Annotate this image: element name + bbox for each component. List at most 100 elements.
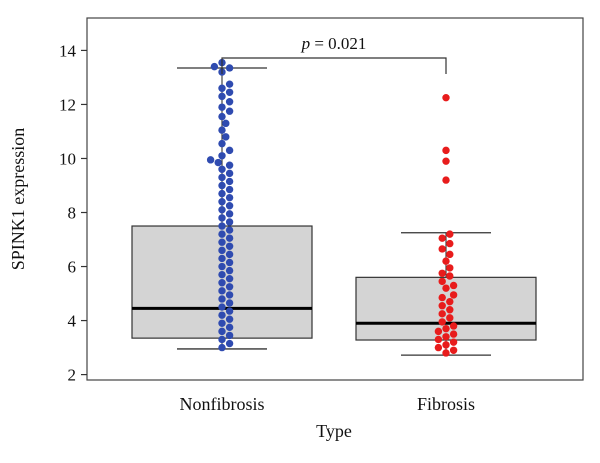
y-axis-title: SPINK1 expression xyxy=(8,128,28,271)
fibrosis-point xyxy=(449,346,458,354)
nonfibrosis-point xyxy=(218,279,226,287)
nonfibrosis-point xyxy=(218,246,226,255)
fibrosis-point xyxy=(442,324,450,333)
fibrosis-point xyxy=(449,291,458,299)
nonfibrosis-point xyxy=(218,103,226,111)
x-axis-title: Type xyxy=(316,421,352,441)
nonfibrosis-point xyxy=(218,206,226,214)
fibrosis-point xyxy=(446,250,454,259)
y-tick-label-8: 8 xyxy=(68,204,77,223)
fibrosis-point xyxy=(442,284,450,292)
y-tick-label-6: 6 xyxy=(68,258,77,277)
nonfibrosis-point xyxy=(218,319,226,327)
fibrosis-point xyxy=(442,176,450,184)
nonfibrosis-point xyxy=(225,307,234,315)
fibrosis-point xyxy=(438,234,446,242)
significance-bracket xyxy=(221,57,447,74)
nonfibrosis-point xyxy=(218,198,226,206)
fibrosis-point xyxy=(438,310,446,318)
nonfibrosis-point xyxy=(218,262,226,271)
nonfibrosis-point xyxy=(218,303,226,311)
nonfibrosis-point xyxy=(225,146,234,155)
fibrosis-point xyxy=(438,293,446,302)
nonfibrosis-point xyxy=(225,283,234,291)
category-label-fibrosis: Fibrosis xyxy=(417,394,475,414)
data-points xyxy=(206,58,458,357)
y-tick-label-2: 2 xyxy=(68,366,77,385)
fibrosis-point xyxy=(449,281,458,290)
nonfibrosis-point xyxy=(218,270,226,279)
nonfibrosis-point xyxy=(225,323,234,332)
nonfibrosis-point xyxy=(225,210,234,218)
fibrosis-point xyxy=(446,239,454,248)
nonfibrosis-point xyxy=(225,202,234,210)
nonfibrosis-point xyxy=(218,311,226,319)
nonfibrosis-point xyxy=(214,158,222,167)
nonfibrosis-point xyxy=(225,161,234,169)
significance-annotation: p = 0.021 xyxy=(221,34,447,74)
nonfibrosis-point xyxy=(225,88,234,96)
fibrosis-point xyxy=(446,314,454,322)
nonfibrosis-point xyxy=(218,92,226,101)
nonfibrosis-point xyxy=(225,177,234,186)
category-label-nonfibrosis: Nonfibrosis xyxy=(180,394,265,414)
nonfibrosis-point xyxy=(222,119,230,128)
fibrosis-point xyxy=(438,302,446,310)
nonfibrosis-point xyxy=(225,331,234,340)
nonfibrosis-point xyxy=(225,226,234,234)
fibrosis-point xyxy=(449,338,458,346)
fibrosis-point xyxy=(442,257,450,265)
nonfibrosis-point xyxy=(225,266,234,275)
fibrosis-point xyxy=(442,341,450,349)
fibrosis-point xyxy=(438,318,446,326)
nonfibrosis-point xyxy=(225,291,234,299)
fibrosis-point xyxy=(446,306,454,314)
nonfibrosis-point xyxy=(225,64,234,72)
nonfibrosis-point xyxy=(218,165,226,173)
fibrosis-point xyxy=(434,335,443,344)
fibrosis-point xyxy=(446,230,454,238)
nonfibrosis-point xyxy=(218,152,226,160)
nonfibrosis-point xyxy=(218,327,226,336)
fibrosis-point xyxy=(442,93,450,102)
y-tick-label-4: 4 xyxy=(68,312,77,331)
nonfibrosis-point xyxy=(225,193,234,202)
nonfibrosis-point xyxy=(218,230,226,238)
nonfibrosis-point xyxy=(206,156,215,164)
y-tick-label-10: 10 xyxy=(59,149,76,168)
nonfibrosis-point xyxy=(218,181,226,190)
fibrosis-point xyxy=(438,277,446,286)
nonfibrosis-point xyxy=(225,98,234,106)
fibrosis-point xyxy=(449,322,458,330)
nonfibrosis-point xyxy=(218,189,226,198)
nonfibrosis-point xyxy=(218,335,226,344)
y-tick-label-12: 12 xyxy=(59,95,76,114)
fibrosis-point xyxy=(449,330,458,338)
nonfibrosis-point xyxy=(225,185,234,194)
nonfibrosis-point xyxy=(218,84,226,92)
fibrosis-point xyxy=(446,272,454,280)
nonfibrosis-point xyxy=(225,315,234,323)
fibrosis-point xyxy=(434,343,443,352)
nonfibrosis-point xyxy=(218,254,226,263)
nonfibrosis-point xyxy=(225,250,234,259)
y-axis: 2 4 6 8 10 12 14 xyxy=(59,41,87,385)
nonfibrosis-point xyxy=(218,295,226,303)
nonfibrosis-point xyxy=(218,214,226,222)
nonfibrosis-point xyxy=(225,80,234,88)
p-value-label: p = 0.021 xyxy=(301,34,367,53)
fibrosis-point xyxy=(434,327,443,336)
nonfibrosis-point xyxy=(225,242,234,250)
fibrosis-point xyxy=(446,297,454,306)
nonfibrosis-point xyxy=(225,274,234,283)
nonfibrosis-point xyxy=(210,62,219,71)
fibrosis-point xyxy=(438,245,446,253)
plot-frame xyxy=(86,17,584,381)
nonfibrosis-point xyxy=(218,287,226,295)
nonfibrosis-point xyxy=(225,299,234,307)
nonfibrosis-point xyxy=(218,343,226,352)
nonfibrosis-point xyxy=(218,222,226,230)
nonfibrosis-point xyxy=(225,339,234,348)
x-category-labels: Nonfibrosis Fibrosis xyxy=(180,394,476,414)
nonfibrosis-point xyxy=(222,133,230,141)
